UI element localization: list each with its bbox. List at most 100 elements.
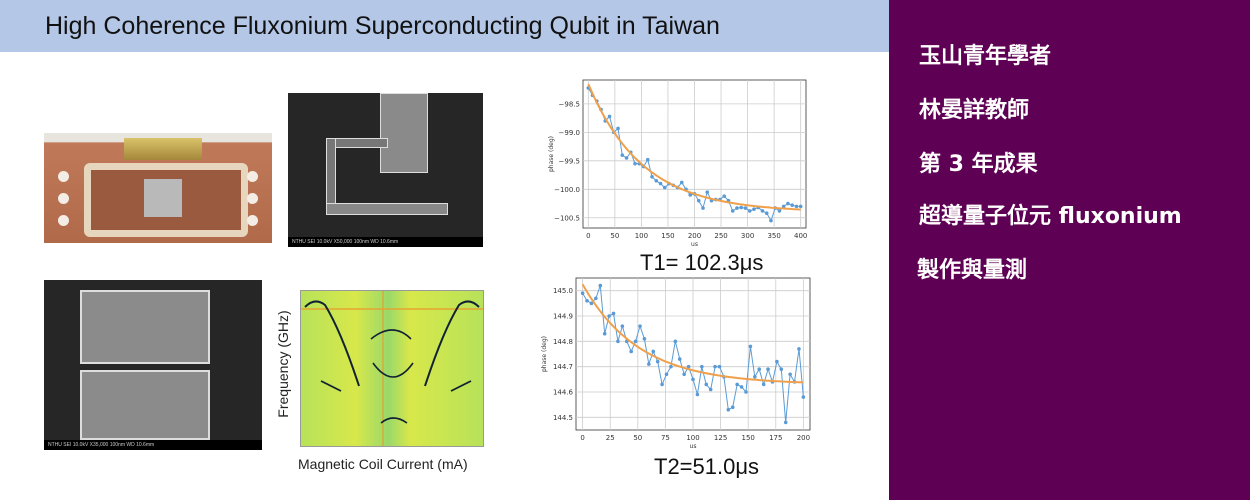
data-point	[794, 204, 799, 209]
data-point	[798, 204, 803, 209]
data-point	[717, 364, 722, 369]
title-bar: High Coherence Fluxonium Superconducting…	[0, 0, 889, 52]
data-point	[747, 209, 752, 213]
data-point	[655, 359, 660, 364]
data-point	[620, 324, 625, 328]
x-tick-label: 200	[797, 434, 810, 442]
data-point	[761, 382, 766, 387]
x-axis-label: us	[691, 241, 698, 248]
x-tick-label: 0	[586, 232, 590, 240]
data-point	[705, 190, 710, 194]
data-point	[679, 180, 684, 185]
data-point	[645, 157, 650, 162]
data-point	[624, 156, 629, 160]
y-tick-label: 144.7	[553, 363, 573, 371]
data-point	[730, 209, 735, 213]
screw-hole	[247, 215, 258, 226]
data-point	[647, 362, 651, 366]
data-point	[700, 364, 704, 369]
t2-chart: 0 25 50 75 100 125 150 175 200 145.0 144.9 144.8 144…	[541, 277, 811, 450]
sem-caption: NTHU SEI 10.0kV X35,000 100nm WD 10.6mm	[44, 440, 262, 450]
side-line-2: 林晏詳教師	[919, 98, 1030, 123]
sem-image-array: NTHU SEI 10.0kV X35,000 100nm WD 10.6mm	[44, 280, 262, 450]
x-tick-label: 350	[767, 232, 780, 240]
sem-caption: NTHU SEI 10.0kV X50,000 100nm WD 10.6mm	[288, 237, 483, 247]
data-point	[607, 314, 611, 318]
data-point	[629, 349, 633, 354]
x-tick-label: 250	[714, 232, 727, 240]
x-tick-label: 200	[688, 232, 701, 240]
data-point	[642, 337, 647, 341]
x-tick-label: 100	[686, 434, 699, 442]
x-tick-label: 25	[606, 434, 615, 442]
screw-hole	[58, 171, 69, 182]
data-point	[616, 339, 620, 344]
y-tick-label: −98.5	[559, 100, 580, 108]
data-point	[797, 347, 801, 351]
data-point	[594, 296, 598, 301]
heatmap-x-label: Magnetic Coil Current (mA)	[298, 456, 468, 472]
sem-image-junction: NTHU SEI 10.0kV X50,000 100nm WD 10.6mm	[288, 93, 483, 247]
x-tick-label: 125	[714, 434, 727, 442]
data-point	[633, 339, 638, 344]
data-point	[752, 207, 756, 212]
data-point	[654, 178, 659, 183]
data-point	[757, 367, 762, 371]
data-point	[688, 193, 693, 197]
data-point	[669, 364, 673, 369]
data-point	[790, 203, 794, 208]
screw-hole	[247, 193, 258, 204]
data-point	[662, 185, 667, 190]
data-point	[766, 367, 770, 371]
data-point	[673, 339, 678, 344]
data-point	[691, 377, 695, 382]
data-point	[744, 390, 748, 394]
side-line-4: 超導量子位元 fluxonium	[919, 204, 1182, 229]
t1-caption: T1= 102.3μs	[640, 250, 764, 275]
data-point	[775, 359, 779, 364]
y-tick-label: 144.6	[553, 389, 574, 397]
x-tick-label: 150	[661, 232, 674, 240]
data-point	[777, 209, 782, 213]
data-point	[722, 194, 727, 198]
data-point	[801, 395, 806, 399]
x-tick-label: 175	[769, 434, 782, 442]
data-point	[781, 204, 786, 209]
data-point	[726, 407, 731, 412]
qubit-chip	[144, 179, 182, 217]
data-point	[730, 405, 735, 409]
y-axis-label: phase (deg)	[541, 336, 548, 372]
data-point	[677, 357, 682, 361]
y-tick-label: 144.9	[553, 313, 573, 321]
connector	[124, 138, 202, 160]
x-tick-label: 50	[633, 434, 642, 442]
screw-hole	[58, 193, 69, 204]
y-tick-label: 145.0	[553, 287, 573, 295]
heatmap-y-label: Frequency (GHz)	[275, 310, 291, 418]
data-point	[739, 205, 744, 210]
data-point	[695, 392, 700, 397]
side-line-1: 玉山青年學者	[919, 44, 1052, 69]
data-point	[607, 114, 612, 119]
data-point	[664, 372, 669, 377]
data-point	[713, 364, 717, 369]
data-point	[611, 311, 616, 316]
x-tick-label: 0	[580, 434, 584, 442]
data-point	[620, 153, 625, 157]
data-point	[580, 291, 585, 295]
data-point	[660, 382, 664, 387]
y-axis-label: phase (deg)	[548, 136, 555, 172]
x-tick-label: 50	[610, 232, 619, 240]
y-tick-label: 144.5	[553, 414, 573, 422]
data-point	[682, 372, 686, 377]
side-line-3: 第 3 年成果	[919, 152, 1038, 177]
data-point	[602, 331, 607, 336]
data-point	[633, 161, 637, 166]
data-point	[748, 344, 753, 349]
data-point	[743, 206, 748, 210]
data-point	[779, 367, 784, 371]
y-tick-label: −100.5	[554, 214, 580, 222]
data-point	[598, 283, 603, 288]
indium-seal	[84, 163, 248, 237]
side-line-5: 製作與量測	[917, 258, 1028, 283]
